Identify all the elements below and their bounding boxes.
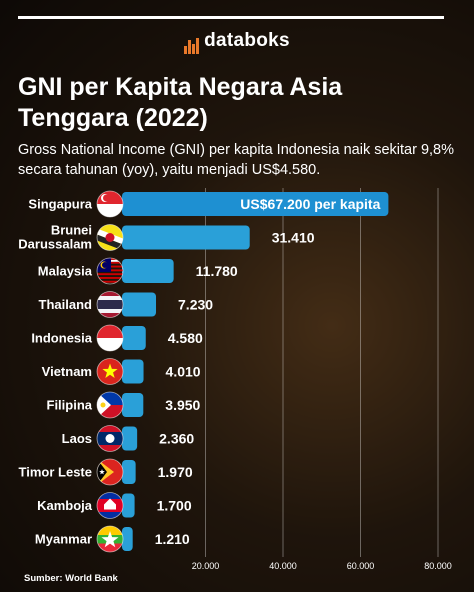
- indonesia-flag-icon: [96, 324, 124, 352]
- data-label: 4.580: [168, 330, 203, 346]
- data-label: 2.360: [159, 431, 194, 447]
- x-tick-label: 40.000: [269, 561, 297, 571]
- laos-flag-icon: [96, 425, 124, 452]
- bar: [122, 426, 138, 451]
- bar: [122, 359, 144, 384]
- brand-logo: databoks: [0, 30, 474, 54]
- category-label: Filipina: [47, 398, 93, 413]
- bar: [122, 192, 389, 216]
- bar-chart: 20.000 40.000 60.000 80.000 Singapura US$67.2…: [18, 188, 452, 571]
- timor-leste-flag-icon: [96, 458, 124, 486]
- data-label: 4.010: [166, 364, 201, 380]
- bar: [122, 527, 133, 551]
- malaysia-flag-icon: [96, 257, 124, 285]
- chart-subtitle: Gross National Income (GNI) per kapita I…: [18, 142, 455, 178]
- data-label: 1.970: [158, 464, 193, 480]
- myanmar-flag-icon: [96, 525, 124, 553]
- singapore-flag-icon: [96, 190, 124, 218]
- x-tick-label: 60.000: [347, 561, 375, 571]
- category-label: Singapura: [28, 197, 92, 212]
- bar: [122, 493, 135, 518]
- brunei-flag-icon: [96, 224, 124, 251]
- data-label: 1.210: [155, 531, 190, 547]
- source-note: Sumber: World Bank: [24, 573, 118, 584]
- philippines-flag-icon: [96, 391, 124, 419]
- brand-name: databoks: [204, 30, 290, 51]
- data-label: 3.950: [165, 397, 200, 413]
- bar: [122, 393, 144, 417]
- category-label: Thailand: [39, 297, 93, 312]
- bar: [122, 460, 136, 484]
- category-label: Vietnam: [42, 364, 92, 379]
- bar: [122, 292, 157, 317]
- data-label: US$67.200 per kapita: [240, 196, 380, 212]
- bar: [122, 259, 174, 283]
- category-label: Malaysia: [38, 264, 93, 279]
- thailand-flag-icon: [96, 291, 124, 318]
- category-label: Kamboja: [37, 498, 93, 513]
- data-label: 11.780: [196, 263, 238, 279]
- x-tick-label: 20.000: [192, 561, 220, 571]
- data-label: 31.410: [272, 230, 315, 246]
- category-label: Timor Leste: [19, 465, 92, 480]
- category-label: Brunei Darussalam: [18, 223, 92, 252]
- vietnam-flag-icon: [96, 358, 124, 385]
- bars-logo-icon: [184, 32, 200, 54]
- data-label: 7.230: [178, 297, 213, 313]
- bar: [122, 326, 146, 350]
- cambodia-flag-icon: [96, 492, 124, 519]
- bar: [122, 225, 250, 250]
- data-label: 1.700: [157, 498, 192, 514]
- chart-title: GNI per Kapita Negara Asia Tenggara (202…: [18, 73, 343, 132]
- category-label: Indonesia: [31, 331, 92, 346]
- top-divider: [18, 16, 444, 19]
- category-label: Laos: [62, 431, 92, 446]
- x-tick-label: 80.000: [424, 561, 452, 571]
- category-label: Myanmar: [35, 532, 92, 547]
